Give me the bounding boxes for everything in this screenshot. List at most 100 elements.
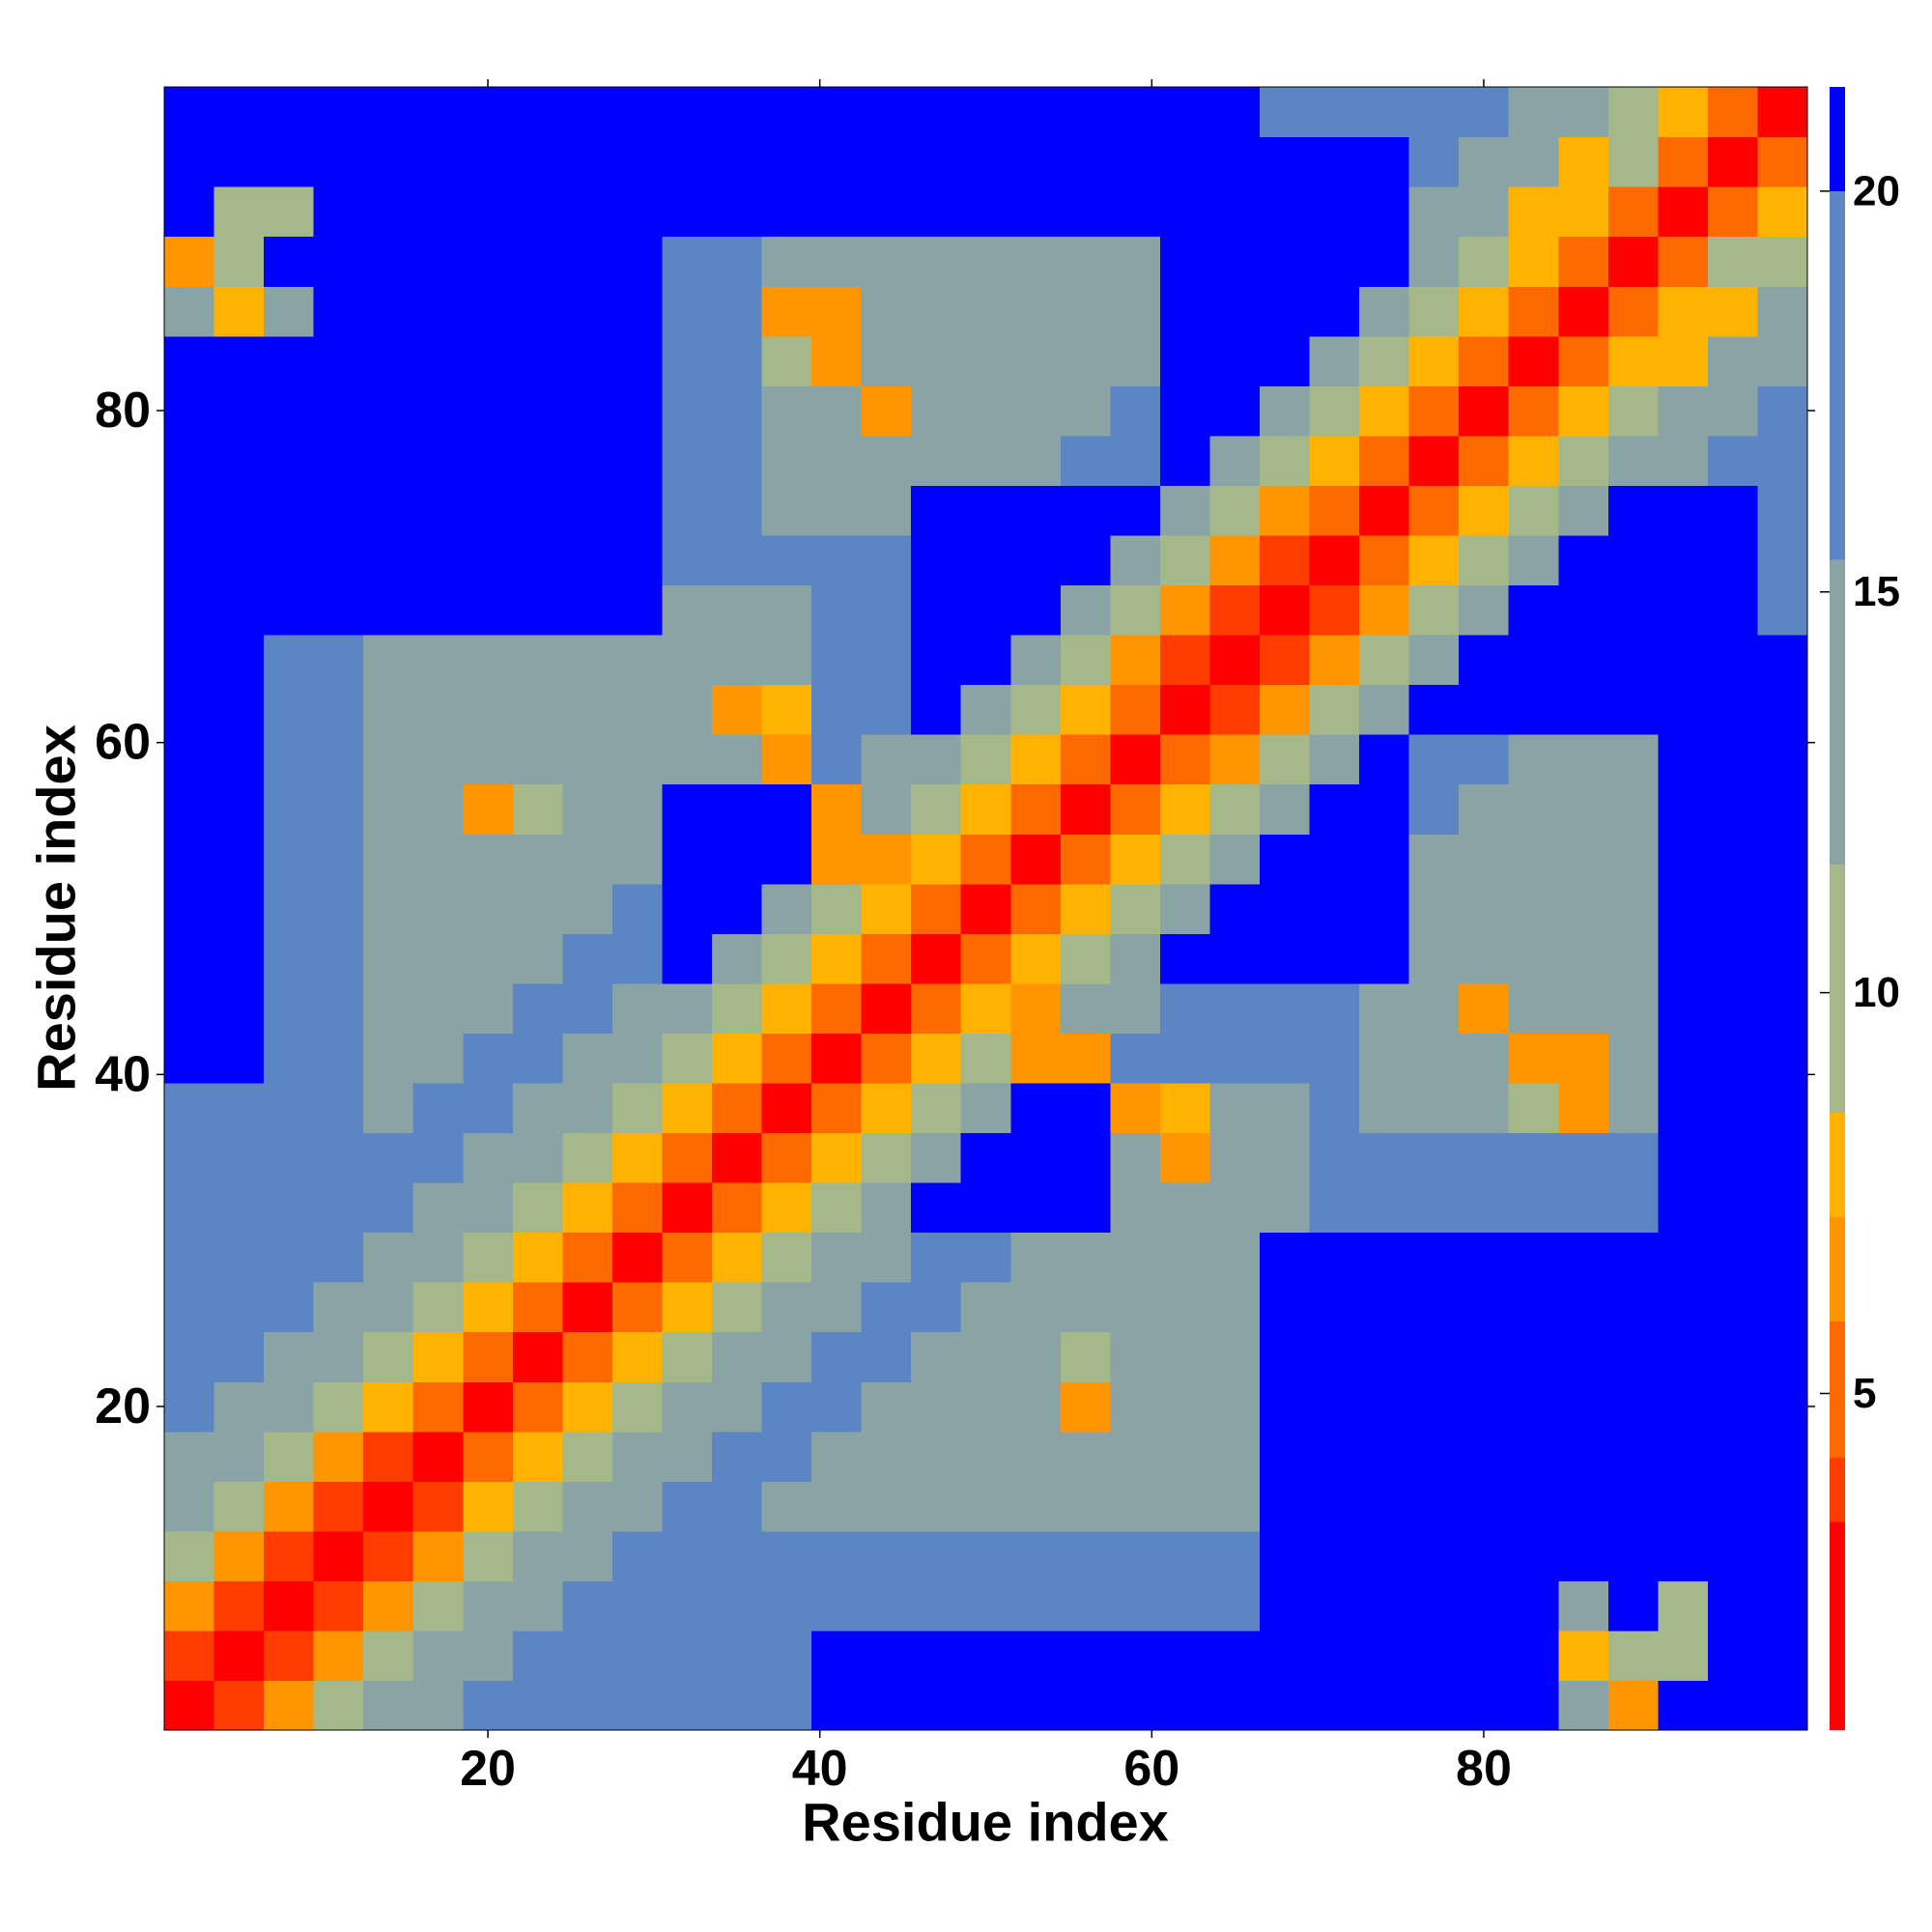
heatmap-cell [1658, 335, 1709, 386]
heatmap-cell [363, 136, 414, 187]
heatmap-cell [1558, 1182, 1609, 1234]
heatmap-cell [1209, 286, 1261, 337]
heatmap-cell [1757, 286, 1808, 337]
heatmap-cell [313, 1033, 364, 1084]
heatmap-cell [1209, 1331, 1261, 1382]
heatmap-cell [1159, 186, 1211, 238]
heatmap-cell [1359, 236, 1410, 287]
heatmap-cell [213, 883, 265, 934]
heatmap-cell [1508, 1431, 1559, 1482]
heatmap-cell [463, 186, 514, 238]
heatmap-cell [213, 1082, 265, 1134]
heatmap-cell [1159, 1381, 1211, 1433]
heatmap-cell [1010, 87, 1062, 138]
heatmap-cell [960, 982, 1011, 1034]
heatmap-cell [412, 1630, 464, 1682]
heatmap-cell [1359, 534, 1410, 586]
heatmap-cell [412, 335, 464, 386]
heatmap-cell [662, 87, 713, 138]
heatmap-cell [412, 286, 464, 337]
heatmap-cell [1707, 1530, 1759, 1581]
colorbar-band [1830, 1521, 1845, 1730]
heatmap-cell [1508, 136, 1559, 187]
heatmap-cell [1110, 1232, 1161, 1283]
heatmap-cell [463, 1630, 514, 1682]
heatmap-cell [562, 1530, 613, 1581]
heatmap-cell [1159, 1530, 1211, 1581]
heatmap-cell [1159, 335, 1211, 386]
heatmap-cell [662, 1132, 713, 1183]
heatmap-cell [1408, 1680, 1460, 1731]
heatmap-cell [264, 933, 315, 984]
heatmap-cell [1260, 834, 1311, 885]
heatmap-cell [1658, 734, 1709, 785]
heatmap-cell [213, 734, 265, 785]
heatmap-cell [264, 883, 315, 934]
heatmap-cell [562, 783, 613, 835]
heatmap-cell [213, 236, 265, 287]
heatmap-cell [1309, 982, 1360, 1034]
heatmap-cell [213, 1381, 265, 1433]
heatmap-cell [164, 584, 215, 636]
heatmap-cell [1060, 1331, 1111, 1382]
colorbar-band [1830, 1321, 1845, 1458]
heatmap-cell [562, 1082, 613, 1134]
heatmap-cell [1010, 883, 1062, 934]
heatmap-cell [1060, 335, 1111, 386]
heatmap-cell [911, 1132, 962, 1183]
heatmap-cell [1260, 734, 1311, 785]
heatmap-cell [1309, 236, 1360, 287]
heatmap-cell [712, 136, 763, 187]
heatmap-cell [1707, 286, 1759, 337]
heatmap-cell [761, 1530, 812, 1581]
heatmap-cell [861, 1530, 912, 1581]
heatmap-cell [1707, 635, 1759, 686]
heatmap-cell [463, 883, 514, 934]
heatmap-cell [1359, 1082, 1410, 1134]
heatmap-cell [861, 1680, 912, 1731]
heatmap-cell [960, 385, 1011, 437]
heatmap-cell [960, 1431, 1011, 1482]
heatmap-cell [1459, 933, 1510, 984]
heatmap-cell [811, 1530, 863, 1581]
heatmap-cell [463, 1232, 514, 1283]
heatmap-cell [1309, 883, 1360, 934]
heatmap-cell [412, 435, 464, 486]
colorbar-band [1830, 87, 1845, 191]
heatmap-cell [911, 834, 962, 885]
heatmap-cell [164, 1232, 215, 1283]
heatmap-cell [363, 1331, 414, 1382]
heatmap-cell [960, 186, 1011, 238]
heatmap-cell [1110, 734, 1161, 785]
heatmap-cell [1110, 684, 1161, 735]
heatmap-cell [363, 1182, 414, 1234]
heatmap-cell [662, 385, 713, 437]
heatmap-cell [1508, 1331, 1559, 1382]
heatmap-cell [164, 1630, 215, 1682]
heatmap-cell [1060, 1580, 1111, 1632]
heatmap-cell [712, 982, 763, 1034]
y-tick-label: 40 [95, 1046, 151, 1102]
heatmap-cell [1757, 635, 1808, 686]
heatmap-cell [611, 335, 664, 386]
heatmap-cell [1408, 1630, 1460, 1682]
heatmap-cell [264, 1082, 315, 1134]
heatmap-cell [1159, 1580, 1211, 1632]
heatmap-cell [213, 485, 265, 536]
heatmap-cell [264, 834, 315, 885]
heatmap-cell [313, 1580, 364, 1632]
heatmap-cell [264, 136, 315, 187]
heatmap-cell [911, 635, 962, 686]
heatmap-cell [1060, 883, 1111, 934]
heatmap-cell [363, 1282, 414, 1333]
heatmap-cell [1309, 584, 1360, 636]
heatmap-cell [712, 883, 763, 934]
heatmap-cell [1607, 1580, 1659, 1632]
heatmap-cell [1060, 982, 1111, 1034]
heatmap-cell [662, 734, 713, 785]
heatmap-cell [712, 286, 763, 337]
heatmap-cell [1558, 1331, 1609, 1382]
heatmap-cell [911, 982, 962, 1034]
heatmap-cell [264, 1381, 315, 1433]
